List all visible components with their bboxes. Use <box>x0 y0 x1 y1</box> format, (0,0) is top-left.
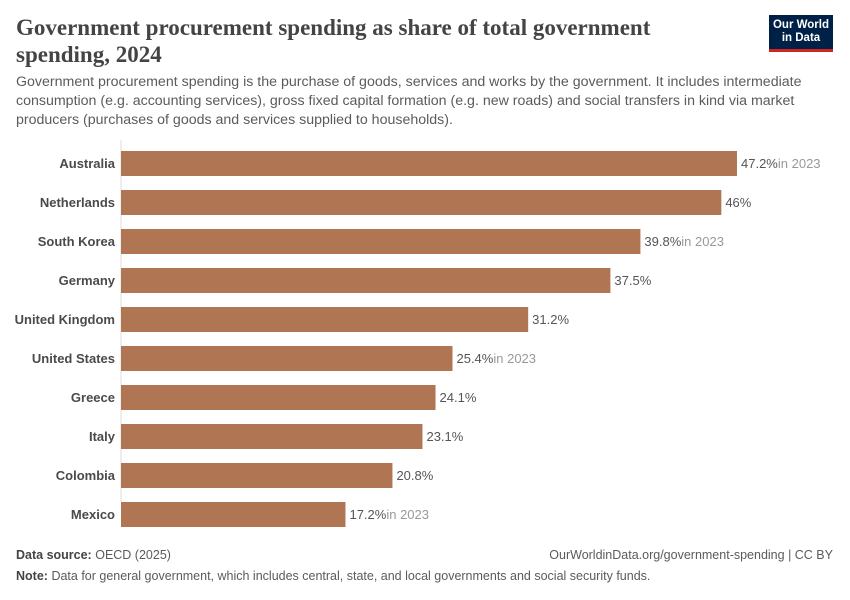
year-note: in 2023 <box>778 156 821 171</box>
value-label: 31.2% <box>532 312 569 327</box>
value-label: 46% <box>725 195 751 210</box>
value-label: 47.2%in 2023 <box>741 156 821 171</box>
bar[interactable] <box>121 502 346 527</box>
bar[interactable] <box>121 346 453 371</box>
bar[interactable] <box>121 268 611 293</box>
category-label: United Kingdom <box>15 312 115 327</box>
value-label: 24.1% <box>440 390 477 405</box>
bar[interactable] <box>121 424 423 449</box>
value-label: 23.1% <box>426 429 463 444</box>
category-label: Greece <box>71 390 115 405</box>
owid-logo[interactable]: Our World in Data <box>769 15 833 52</box>
category-label: Germany <box>59 273 116 288</box>
chart-title: Government procurement spending as share… <box>16 15 651 67</box>
bar[interactable] <box>121 190 722 215</box>
value-label: 37.5% <box>614 273 651 288</box>
source-text[interactable]: OECD (2025) <box>95 548 171 562</box>
note-text: Data for general government, which inclu… <box>51 569 651 583</box>
bar[interactable] <box>121 229 641 254</box>
category-label: Mexico <box>71 507 115 522</box>
category-label: Colombia <box>56 468 116 483</box>
bar-chart: Australia 47.2%in 2023 Netherlands 46% South… <box>15 140 821 527</box>
chart-note: Note: Data for general government, which… <box>16 569 650 583</box>
chart-subtitle: Government procurement spending is the p… <box>16 74 802 128</box>
data-source: Data source: OECD (2025) <box>16 548 171 562</box>
source-url[interactable]: OurWorldinData.org/government-spending |… <box>549 548 833 562</box>
value-label: 25.4%in 2023 <box>456 351 536 366</box>
year-note: in 2023 <box>681 234 724 249</box>
value-label: 20.8% <box>396 468 433 483</box>
bar[interactable] <box>121 307 529 332</box>
note-label: Note: <box>16 569 48 583</box>
year-note: in 2023 <box>493 351 536 366</box>
value-label: 17.2%in 2023 <box>349 507 429 522</box>
category-label: Netherlands <box>40 195 115 210</box>
bar[interactable] <box>121 151 737 176</box>
bar[interactable] <box>121 385 436 410</box>
value-label: 39.8%in 2023 <box>644 234 724 249</box>
year-note: in 2023 <box>386 507 429 522</box>
category-label: Italy <box>89 429 116 444</box>
source-label: Data source: <box>16 548 92 562</box>
category-label: United States <box>32 351 115 366</box>
bar[interactable] <box>121 463 393 488</box>
category-label: South Korea <box>38 234 116 249</box>
category-label: Australia <box>59 156 115 171</box>
